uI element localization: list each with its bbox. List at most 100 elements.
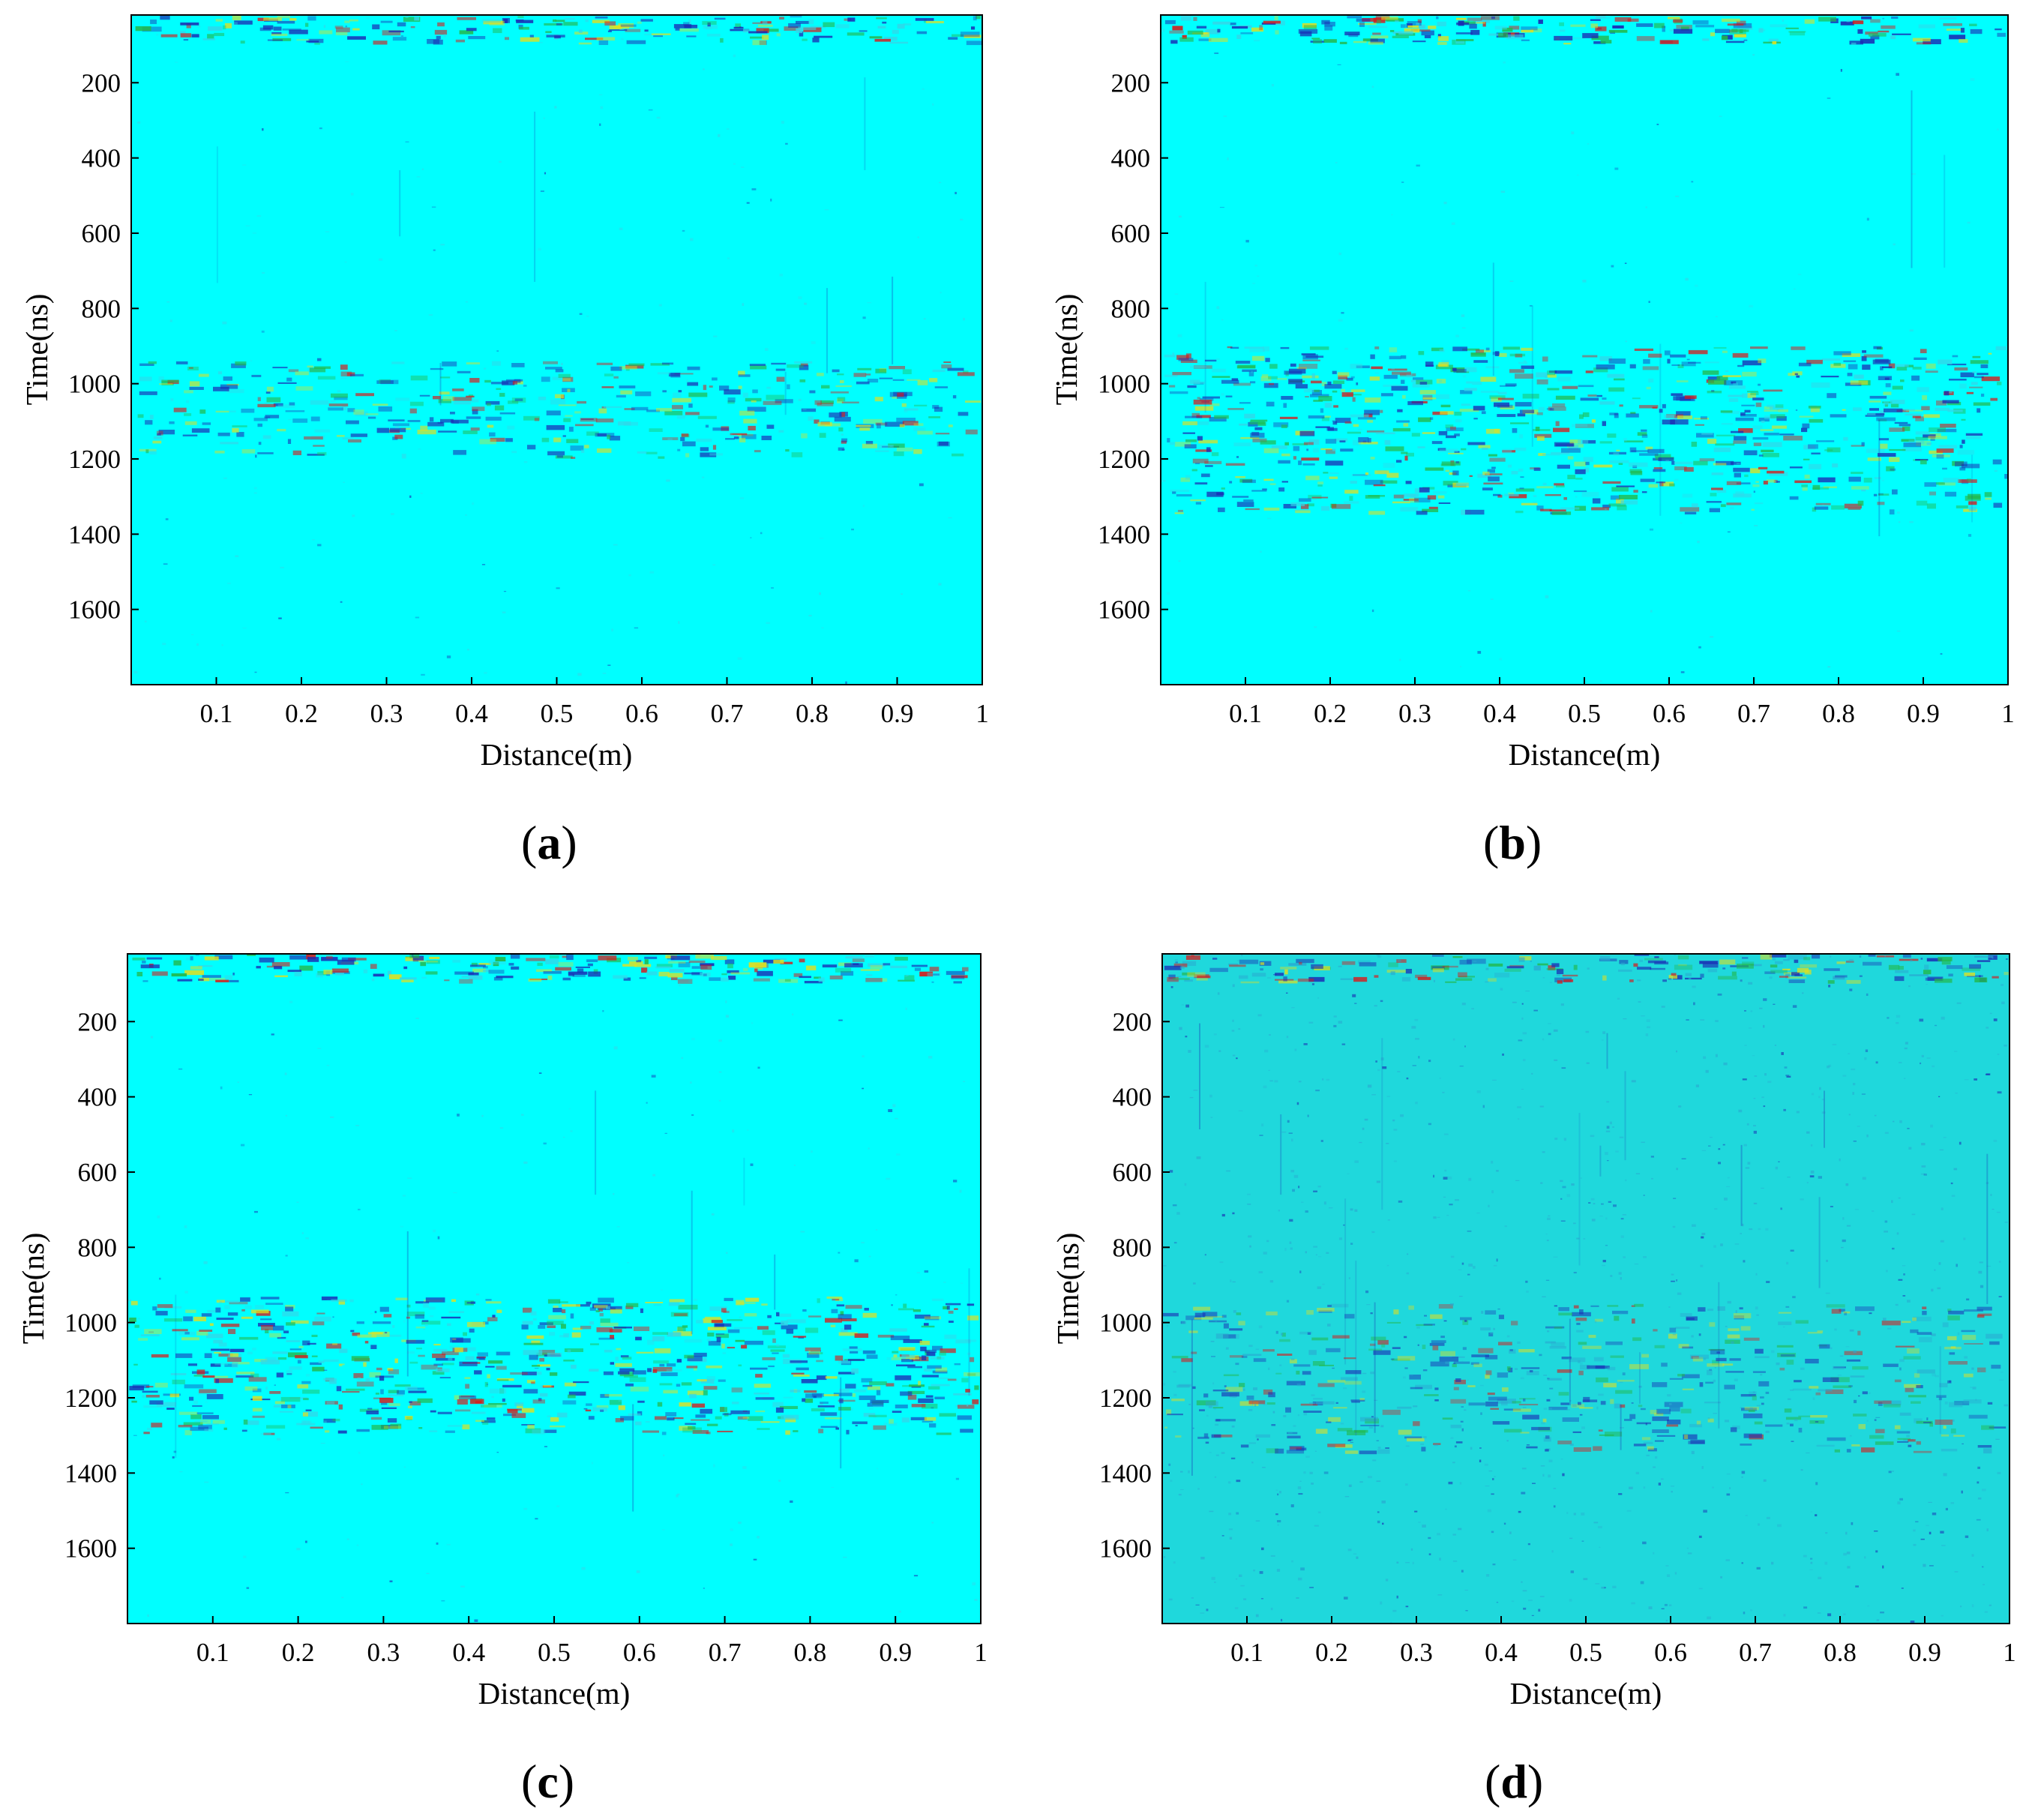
- heatmap-cell: [1701, 1236, 1704, 1239]
- heatmap-cell: [490, 382, 509, 385]
- heatmap-cell: [1842, 353, 1861, 357]
- heatmap-cell: [1391, 385, 1408, 391]
- heatmap-cell: [1185, 955, 1200, 960]
- heatmap-cell: [1581, 1540, 1584, 1542]
- heatmap-cell: [806, 965, 817, 970]
- heatmap-cell: [800, 363, 808, 367]
- heatmap-cell: [1897, 1438, 1911, 1440]
- heatmap-cell: [1164, 19, 1176, 25]
- heatmap-cell: [331, 1299, 347, 1302]
- heatmap-cell: [1433, 491, 1447, 494]
- heatmap-cell: [646, 971, 658, 976]
- heatmap-cell: [1319, 1364, 1334, 1366]
- heatmap-cell: [229, 979, 239, 982]
- heatmap-cell: [129, 1318, 136, 1322]
- heatmap-cell: [487, 1417, 496, 1420]
- heatmap-cell: [1684, 511, 1697, 514]
- heatmap-cell: [724, 389, 741, 395]
- heatmap-cell: [1431, 1340, 1446, 1343]
- heatmap-cell: [1673, 975, 1683, 980]
- heatmap-cell: [1473, 1266, 1476, 1269]
- heatmap-cell: [1305, 1210, 1308, 1213]
- heatmap-cell: [150, 19, 157, 25]
- heatmap-cell: [624, 1375, 638, 1378]
- heatmap-cell: [1593, 1446, 1602, 1451]
- heatmap-cell: [207, 34, 214, 40]
- heatmap-cell: [1725, 1371, 1744, 1373]
- heatmap-cell: [1284, 1248, 1287, 1252]
- heatmap-cell: [242, 164, 247, 166]
- heatmap-cell: [801, 433, 808, 439]
- heatmap-cell: [1460, 390, 1473, 394]
- heatmap-cell: [1815, 1482, 1818, 1486]
- heatmap-cell: [257, 423, 262, 427]
- heatmap-cell: [177, 979, 193, 982]
- heatmap-cell: [1254, 1403, 1257, 1407]
- heatmap-cell: [452, 960, 460, 963]
- heatmap-cell: [1504, 968, 1521, 972]
- heatmap-cell: [1238, 1028, 1241, 1030]
- heatmap-cell: [1204, 460, 1222, 464]
- heatmap-cell: [600, 1322, 619, 1327]
- heatmap-cell: [798, 398, 802, 401]
- heatmap-cell: [1935, 1375, 1939, 1378]
- heatmap-cell: [1713, 1379, 1716, 1383]
- heatmap-cell: [1349, 496, 1353, 501]
- heatmap-cell: [691, 1403, 705, 1408]
- heatmap-cell: [1221, 319, 1224, 321]
- heatmap-cell: [523, 1307, 532, 1313]
- heatmap-cell: [1213, 1408, 1216, 1410]
- heatmap-cell: [1438, 1304, 1453, 1309]
- heatmap-cell: [1584, 467, 1589, 473]
- heatmap-cell: [1728, 398, 1739, 402]
- heatmap-cell: [952, 34, 964, 37]
- heatmap-cell: [1674, 466, 1687, 471]
- heatmap-cell: [1639, 453, 1659, 456]
- heatmap-cell: [1727, 1300, 1731, 1304]
- heatmap-cell: [1356, 18, 1371, 22]
- heatmap-cell: [1196, 1400, 1216, 1405]
- x-tick-label: 0.3: [367, 1638, 400, 1667]
- heatmap-cell: [269, 1333, 282, 1338]
- heatmap-cell: [223, 25, 226, 30]
- x-tick-label: 0.3: [1398, 699, 1431, 728]
- heatmap-cell: [1903, 409, 1915, 411]
- heatmap-cell: [400, 35, 403, 37]
- heatmap-cell: [1301, 457, 1320, 461]
- heatmap-cell: [963, 370, 969, 374]
- heatmap-cell: [893, 451, 904, 457]
- heatmap-cell: [1977, 1367, 1986, 1372]
- heatmap-cell: [1417, 19, 1422, 23]
- heatmap-cell: [841, 433, 844, 436]
- heatmap-cell: [1693, 418, 1709, 420]
- heatmap-cell: [1950, 1182, 1953, 1185]
- heatmap-cell: [1702, 38, 1710, 41]
- heatmap-cell: [160, 34, 178, 37]
- heatmap-cell: [1519, 956, 1532, 961]
- heatmap-cell: [160, 15, 170, 20]
- heatmap-cell: [1553, 1029, 1558, 1032]
- heatmap-cell: [1794, 1380, 1802, 1383]
- heatmap-cell: [866, 974, 873, 976]
- heatmap-cell: [1935, 1024, 1938, 1027]
- heatmap-cell: [948, 1310, 954, 1314]
- heatmap-cell: [562, 955, 568, 958]
- heatmap-cell: [1518, 1349, 1535, 1353]
- heatmap-cell: [568, 971, 588, 975]
- heatmap-cell: [1930, 1124, 1933, 1128]
- heatmap-cell: [841, 438, 848, 442]
- heatmap-cell: [896, 447, 913, 451]
- heatmap-cell: [325, 1401, 338, 1405]
- heatmap-cell: [220, 1300, 239, 1303]
- heatmap-cell: [391, 513, 394, 515]
- heatmap-cell: [523, 1389, 538, 1394]
- heatmap-cell: [1275, 1448, 1284, 1454]
- heatmap-cell: [376, 427, 390, 433]
- heatmap-cell: [1341, 1377, 1358, 1381]
- heatmap-cell: [952, 453, 964, 457]
- heatmap-cell: [836, 1304, 845, 1307]
- heatmap-cell: [892, 29, 899, 34]
- heatmap-cell: [248, 1377, 267, 1382]
- heatmap-cell: [1803, 1555, 1807, 1558]
- heatmap-cell: [323, 1359, 339, 1363]
